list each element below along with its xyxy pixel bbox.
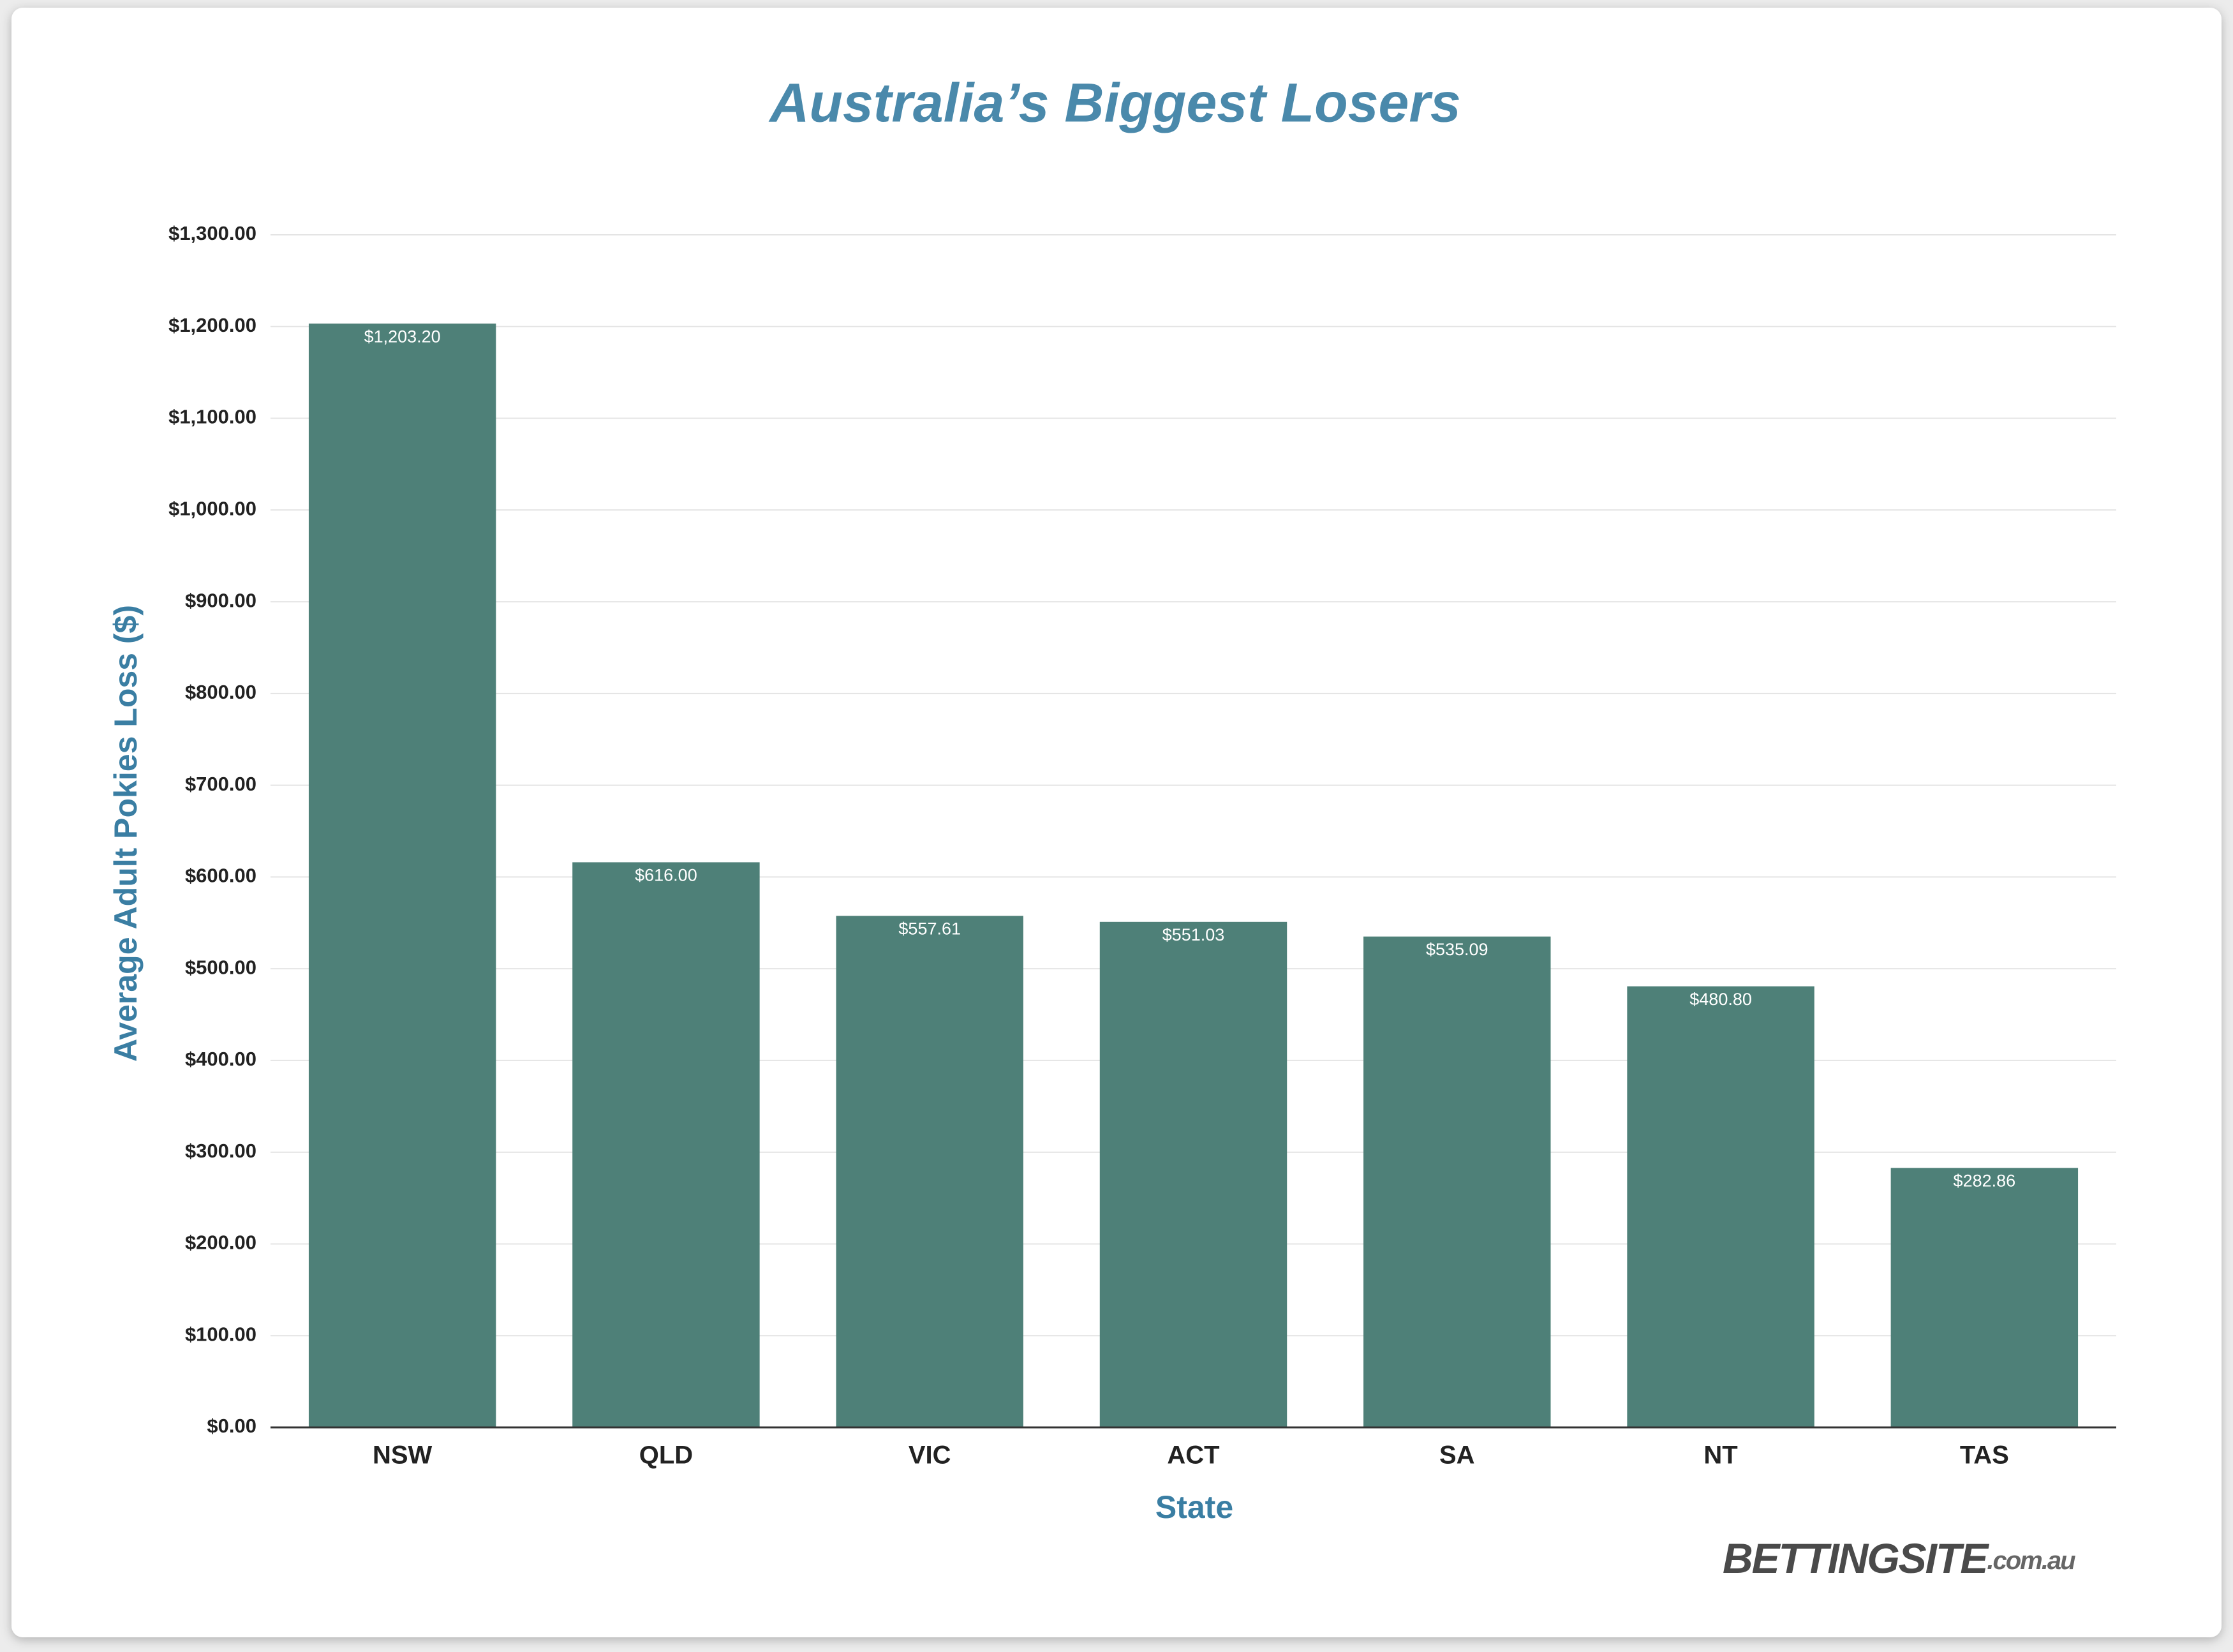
value-label: $1,203.20 xyxy=(364,327,441,346)
x-tick-label: VIC xyxy=(909,1441,951,1470)
y-tick-label: $500.00 xyxy=(185,956,256,978)
chart-title: Australia’s Biggest Losers xyxy=(768,73,1460,134)
logo: BETTINGSITE.com.au xyxy=(1723,1535,2077,1582)
y-tick-label: $100.00 xyxy=(185,1323,256,1345)
y-tick-label: $600.00 xyxy=(185,865,256,887)
y-tick-label: $400.00 xyxy=(185,1048,256,1070)
value-label: $480.80 xyxy=(1689,990,1752,1009)
bar xyxy=(308,324,496,1428)
y-tick-label: $1,000.00 xyxy=(168,497,256,519)
logo-text: BETTINGSITE.com.au xyxy=(1723,1535,2075,1582)
x-tick-label: SA xyxy=(1439,1441,1475,1470)
x-tick-label: NT xyxy=(1703,1441,1737,1470)
y-tick-label: $900.00 xyxy=(185,589,256,611)
x-tick-label: QLD xyxy=(639,1441,693,1470)
y-tick-label: $1,200.00 xyxy=(168,314,256,336)
value-label: $557.61 xyxy=(898,919,961,938)
bar xyxy=(1627,986,1814,1427)
logo-suffix: .com.au xyxy=(1987,1547,2075,1575)
bar xyxy=(1099,921,1287,1427)
logo-main: BETTINGSITE xyxy=(1723,1535,1989,1582)
y-tick-label: $1,100.00 xyxy=(168,406,256,428)
y-tick-label: $1,300.00 xyxy=(168,222,256,244)
bar xyxy=(836,916,1023,1427)
y-tick-label: $300.00 xyxy=(185,1140,256,1162)
y-tick-label: $200.00 xyxy=(185,1232,256,1254)
x-axis-title: State xyxy=(1155,1489,1233,1525)
y-tick-label: $800.00 xyxy=(185,681,256,703)
bar xyxy=(1890,1168,2079,1427)
value-label: $282.86 xyxy=(1954,1171,2016,1190)
y-tick-label: $700.00 xyxy=(185,773,256,795)
value-label: $551.03 xyxy=(1162,925,1225,944)
bar xyxy=(572,862,760,1427)
bar xyxy=(1363,936,1551,1427)
x-tick-label: ACT xyxy=(1167,1441,1219,1470)
y-tick-label: $0.00 xyxy=(207,1415,256,1437)
x-tick-label: TAS xyxy=(1960,1441,2009,1470)
x-tick-label: NSW xyxy=(373,1441,433,1470)
value-label: $535.09 xyxy=(1426,940,1488,959)
y-axis-title: Average Adult Pokies Loss ($) xyxy=(108,605,144,1062)
value-label: $616.00 xyxy=(635,866,697,885)
